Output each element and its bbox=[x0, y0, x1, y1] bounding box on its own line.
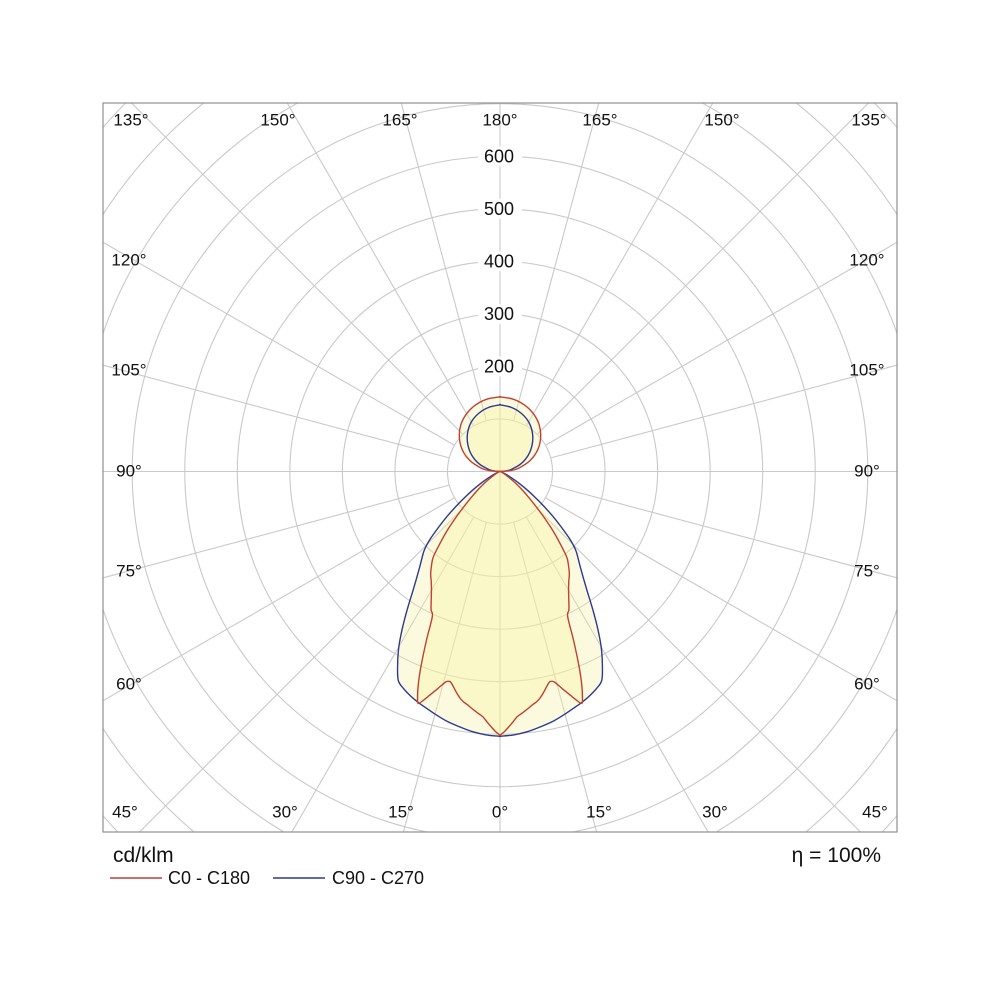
curve-c0-c180 bbox=[416, 395, 584, 737]
plot-border bbox=[102, 102, 898, 833]
ring-label: 500 bbox=[484, 199, 514, 219]
angle-label-top: 165° bbox=[382, 111, 417, 130]
angle-label-right: 75° bbox=[854, 562, 880, 581]
ring-label-bg bbox=[478, 198, 522, 219]
intensity-curves bbox=[102, 102, 898, 833]
grid-ray bbox=[525, 516, 709, 832]
unit-label: cd/klm bbox=[113, 844, 174, 867]
angle-label-right: 120° bbox=[849, 251, 884, 270]
angle-label-left: 120° bbox=[111, 251, 146, 270]
angle-label-top: 165° bbox=[582, 111, 617, 130]
angle-label-top: 135° bbox=[851, 111, 886, 130]
grid-ray bbox=[545, 497, 897, 702]
grid-ray bbox=[103, 364, 450, 459]
grid-ray bbox=[513, 522, 598, 832]
legend-label-c90: C90 - C270 bbox=[332, 868, 424, 888]
intensity-fills bbox=[397, 396, 603, 737]
ring-label-bg bbox=[478, 146, 522, 167]
ring-label-bg bbox=[478, 251, 522, 272]
grid-ray bbox=[525, 103, 714, 427]
ring-label: 300 bbox=[484, 304, 514, 324]
grid-ray bbox=[536, 508, 862, 832]
angle-label-bottom: 15° bbox=[388, 803, 414, 822]
angle-label-bottom: 45° bbox=[862, 803, 888, 822]
grid-ray bbox=[402, 522, 487, 832]
grid-ray bbox=[550, 484, 897, 579]
ring-label: 200 bbox=[484, 356, 514, 376]
grid-ray bbox=[138, 508, 464, 832]
legend-item-c0: C0 - C180 bbox=[110, 868, 250, 888]
angle-label-top: 180° bbox=[482, 111, 517, 130]
legend: C0 - C180 C90 - C270 bbox=[110, 868, 424, 888]
ring-label-bg bbox=[478, 303, 522, 324]
grid-ray bbox=[291, 516, 475, 832]
angle-label-right: 105° bbox=[849, 361, 884, 380]
angle-label-left: 105° bbox=[111, 361, 146, 380]
fill-c0-c180 bbox=[417, 396, 583, 736]
angle-label-right: 90° bbox=[854, 462, 880, 481]
angle-label-bottom: 30° bbox=[702, 803, 728, 822]
angle-label-bottom: 0° bbox=[492, 803, 508, 822]
grid-ray bbox=[130, 103, 464, 435]
curve-c90-c270 bbox=[396, 403, 604, 738]
ring-label: 600 bbox=[484, 146, 514, 166]
angle-label-bottom: 30° bbox=[272, 803, 298, 822]
legend-item-c90: C90 - C270 bbox=[273, 868, 424, 888]
angle-label-left: 75° bbox=[116, 562, 142, 581]
legend-label-c0: C0 - C180 bbox=[168, 868, 250, 888]
grid-ray bbox=[513, 103, 600, 421]
angle-label-top: 150° bbox=[704, 111, 739, 130]
grid-ray bbox=[545, 241, 897, 446]
angle-label-right: 60° bbox=[854, 675, 880, 694]
angle-label-bottom: 15° bbox=[586, 803, 612, 822]
axis-labels: 200 300 400 500 600 135° 150° 165° 180° 165° 150° 1… bbox=[111, 111, 887, 822]
grid-ray bbox=[550, 364, 897, 459]
angle-label-bottom: 45° bbox=[112, 803, 138, 822]
fill-c90-c270 bbox=[397, 404, 603, 737]
grid-ray bbox=[103, 497, 455, 702]
grid-ray bbox=[536, 103, 870, 435]
angle-label-left: 60° bbox=[116, 675, 142, 694]
ring-label: 400 bbox=[484, 251, 514, 271]
angle-label-top: 150° bbox=[260, 111, 295, 130]
angle-label-top: 135° bbox=[113, 111, 148, 130]
efficiency-label: η = 100% bbox=[792, 844, 881, 867]
grid-ray bbox=[103, 241, 455, 446]
grid-ray bbox=[400, 103, 487, 421]
angle-label-left: 90° bbox=[116, 462, 142, 481]
grid-ray bbox=[286, 103, 475, 427]
grid-ray bbox=[103, 484, 450, 579]
ring-label-bg bbox=[478, 356, 522, 377]
